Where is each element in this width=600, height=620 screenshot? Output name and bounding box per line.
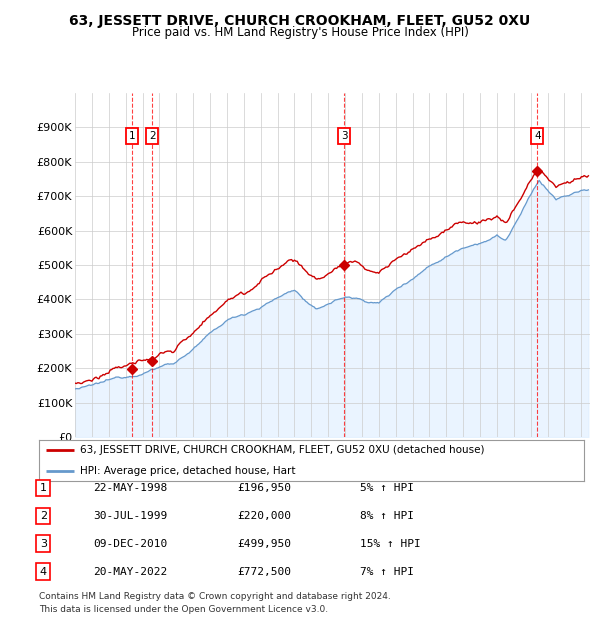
Text: £220,000: £220,000 <box>237 511 291 521</box>
Text: 3: 3 <box>341 131 347 141</box>
Text: £196,950: £196,950 <box>237 483 291 493</box>
Text: 63, JESSETT DRIVE, CHURCH CROOKHAM, FLEET, GU52 0XU (detached house): 63, JESSETT DRIVE, CHURCH CROOKHAM, FLEE… <box>80 445 484 455</box>
Text: 4: 4 <box>534 131 541 141</box>
Text: 2: 2 <box>40 511 47 521</box>
Text: 5% ↑ HPI: 5% ↑ HPI <box>360 483 414 493</box>
Text: 63, JESSETT DRIVE, CHURCH CROOKHAM, FLEET, GU52 0XU: 63, JESSETT DRIVE, CHURCH CROOKHAM, FLEE… <box>70 14 530 28</box>
Text: 4: 4 <box>40 567 47 577</box>
Text: 1: 1 <box>129 131 136 141</box>
Text: 20-MAY-2022: 20-MAY-2022 <box>93 567 167 577</box>
Text: £772,500: £772,500 <box>237 567 291 577</box>
Text: 22-MAY-1998: 22-MAY-1998 <box>93 483 167 493</box>
Text: 09-DEC-2010: 09-DEC-2010 <box>93 539 167 549</box>
Text: HPI: Average price, detached house, Hart: HPI: Average price, detached house, Hart <box>80 466 295 476</box>
Text: 15% ↑ HPI: 15% ↑ HPI <box>360 539 421 549</box>
Text: 8% ↑ HPI: 8% ↑ HPI <box>360 511 414 521</box>
Text: 2: 2 <box>149 131 155 141</box>
Text: 30-JUL-1999: 30-JUL-1999 <box>93 511 167 521</box>
Text: Contains HM Land Registry data © Crown copyright and database right 2024.: Contains HM Land Registry data © Crown c… <box>39 592 391 601</box>
Text: This data is licensed under the Open Government Licence v3.0.: This data is licensed under the Open Gov… <box>39 604 328 614</box>
Text: 3: 3 <box>40 539 47 549</box>
Text: £499,950: £499,950 <box>237 539 291 549</box>
Text: 7% ↑ HPI: 7% ↑ HPI <box>360 567 414 577</box>
Text: Price paid vs. HM Land Registry's House Price Index (HPI): Price paid vs. HM Land Registry's House … <box>131 26 469 39</box>
Text: 1: 1 <box>40 483 47 493</box>
